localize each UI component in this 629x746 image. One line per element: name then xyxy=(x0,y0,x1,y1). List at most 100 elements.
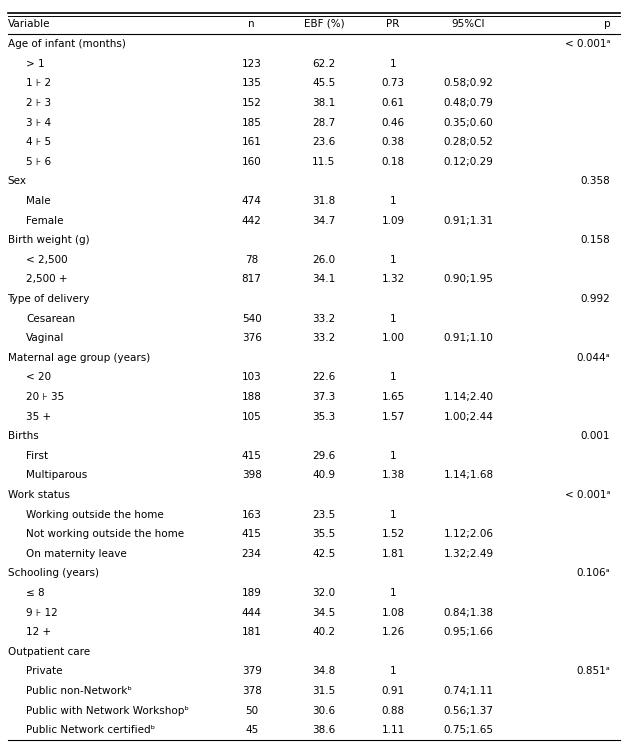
Text: 1: 1 xyxy=(390,372,396,383)
Text: EBF (%): EBF (%) xyxy=(304,19,344,29)
Text: 62.2: 62.2 xyxy=(313,59,335,69)
Text: Births: Births xyxy=(8,431,38,441)
Text: 0.158: 0.158 xyxy=(581,235,610,245)
Text: 0.88: 0.88 xyxy=(382,706,404,715)
Text: Multiparous: Multiparous xyxy=(26,471,87,480)
Text: 0.91;1.31: 0.91;1.31 xyxy=(443,216,494,225)
Text: 1.32: 1.32 xyxy=(382,275,404,284)
Text: Public with Network Workshopᵇ: Public with Network Workshopᵇ xyxy=(26,706,189,715)
Text: Work status: Work status xyxy=(8,490,70,500)
Text: 0.61: 0.61 xyxy=(382,98,404,108)
Text: 1: 1 xyxy=(390,451,396,461)
Text: 135: 135 xyxy=(242,78,262,88)
Text: 35.3: 35.3 xyxy=(313,412,335,421)
Text: 42.5: 42.5 xyxy=(313,549,335,559)
Text: 0.851ᵃ: 0.851ᵃ xyxy=(576,666,610,677)
Text: 1.52: 1.52 xyxy=(382,529,404,539)
Text: 1.14;1.68: 1.14;1.68 xyxy=(443,471,494,480)
Text: 38.1: 38.1 xyxy=(313,98,335,108)
Text: 378: 378 xyxy=(242,686,262,696)
Text: 2,500 +: 2,500 + xyxy=(26,275,68,284)
Text: 1.14;2.40: 1.14;2.40 xyxy=(443,392,494,402)
Text: Variable: Variable xyxy=(8,19,50,29)
Text: 3 ⊦ 4: 3 ⊦ 4 xyxy=(26,118,52,128)
Text: 1: 1 xyxy=(390,254,396,265)
Text: < 0.001ᵃ: < 0.001ᵃ xyxy=(565,490,610,500)
Text: 0.28;0.52: 0.28;0.52 xyxy=(443,137,494,147)
Text: 1.26: 1.26 xyxy=(382,627,404,637)
Text: 160: 160 xyxy=(242,157,262,167)
Text: 32.0: 32.0 xyxy=(313,588,335,598)
Text: n: n xyxy=(248,19,255,29)
Text: 0.18: 0.18 xyxy=(382,157,404,167)
Text: 105: 105 xyxy=(242,412,262,421)
Text: 0.001: 0.001 xyxy=(581,431,610,441)
Text: 398: 398 xyxy=(242,471,262,480)
Text: 29.6: 29.6 xyxy=(313,451,335,461)
Text: 4 ⊦ 5: 4 ⊦ 5 xyxy=(26,137,52,147)
Text: 33.2: 33.2 xyxy=(313,333,335,343)
Text: > 1: > 1 xyxy=(26,59,45,69)
Text: 1.00: 1.00 xyxy=(382,333,404,343)
Text: 444: 444 xyxy=(242,607,262,618)
Text: 34.1: 34.1 xyxy=(313,275,335,284)
Text: 0.106ᵃ: 0.106ᵃ xyxy=(577,568,610,578)
Text: 45: 45 xyxy=(245,725,259,736)
Text: First: First xyxy=(26,451,48,461)
Text: 1: 1 xyxy=(390,510,396,520)
Text: 20 ⊦ 35: 20 ⊦ 35 xyxy=(26,392,65,402)
Text: < 0.001ᵃ: < 0.001ᵃ xyxy=(565,39,610,49)
Text: 415: 415 xyxy=(242,451,262,461)
Text: 1.08: 1.08 xyxy=(382,607,404,618)
Text: Not working outside the home: Not working outside the home xyxy=(26,529,184,539)
Text: 1: 1 xyxy=(390,666,396,677)
Text: 95%CI: 95%CI xyxy=(452,19,486,29)
Text: On maternity leave: On maternity leave xyxy=(26,549,127,559)
Text: 540: 540 xyxy=(242,313,262,324)
Text: Vaginal: Vaginal xyxy=(26,333,65,343)
Text: Public Network certifiedᵇ: Public Network certifiedᵇ xyxy=(26,725,155,736)
Text: < 20: < 20 xyxy=(26,372,52,383)
Text: 38.6: 38.6 xyxy=(313,725,335,736)
Text: Sex: Sex xyxy=(8,176,26,186)
Text: 35.5: 35.5 xyxy=(313,529,335,539)
Text: 35 +: 35 + xyxy=(26,412,52,421)
Text: Age of infant (months): Age of infant (months) xyxy=(8,39,125,49)
Text: 1: 1 xyxy=(390,313,396,324)
Text: Outpatient care: Outpatient care xyxy=(8,647,90,656)
Text: 1: 1 xyxy=(390,196,396,206)
Text: 376: 376 xyxy=(242,333,262,343)
Text: 50: 50 xyxy=(245,706,258,715)
Text: Birth weight (g): Birth weight (g) xyxy=(8,235,89,245)
Text: Male: Male xyxy=(26,196,51,206)
Text: Maternal age group (years): Maternal age group (years) xyxy=(8,353,150,363)
Text: 34.8: 34.8 xyxy=(313,666,335,677)
Text: 1: 1 xyxy=(390,588,396,598)
Text: Female: Female xyxy=(26,216,64,225)
Text: 1.32;2.49: 1.32;2.49 xyxy=(443,549,494,559)
Text: 26.0: 26.0 xyxy=(313,254,335,265)
Text: 1.38: 1.38 xyxy=(382,471,404,480)
Text: 0.56;1.37: 0.56;1.37 xyxy=(443,706,494,715)
Text: 5 ⊦ 6: 5 ⊦ 6 xyxy=(26,157,52,167)
Text: Working outside the home: Working outside the home xyxy=(26,510,164,520)
Text: 161: 161 xyxy=(242,137,262,147)
Text: 0.75;1.65: 0.75;1.65 xyxy=(443,725,494,736)
Text: Private: Private xyxy=(26,666,63,677)
Text: 1.81: 1.81 xyxy=(382,549,404,559)
Text: 28.7: 28.7 xyxy=(313,118,335,128)
Text: 0.90;1.95: 0.90;1.95 xyxy=(443,275,494,284)
Text: 30.6: 30.6 xyxy=(313,706,335,715)
Text: 0.35;0.60: 0.35;0.60 xyxy=(443,118,494,128)
Text: 31.5: 31.5 xyxy=(313,686,335,696)
Text: 23.5: 23.5 xyxy=(313,510,335,520)
Text: 0.58;0.92: 0.58;0.92 xyxy=(443,78,494,88)
Text: 1 ⊦ 2: 1 ⊦ 2 xyxy=(26,78,52,88)
Text: 0.992: 0.992 xyxy=(581,294,610,304)
Text: p: p xyxy=(603,19,610,29)
Text: 1.00;2.44: 1.00;2.44 xyxy=(443,412,494,421)
Text: 0.358: 0.358 xyxy=(581,176,610,186)
Text: 40.9: 40.9 xyxy=(313,471,335,480)
Text: 181: 181 xyxy=(242,627,262,637)
Text: 0.95;1.66: 0.95;1.66 xyxy=(443,627,494,637)
